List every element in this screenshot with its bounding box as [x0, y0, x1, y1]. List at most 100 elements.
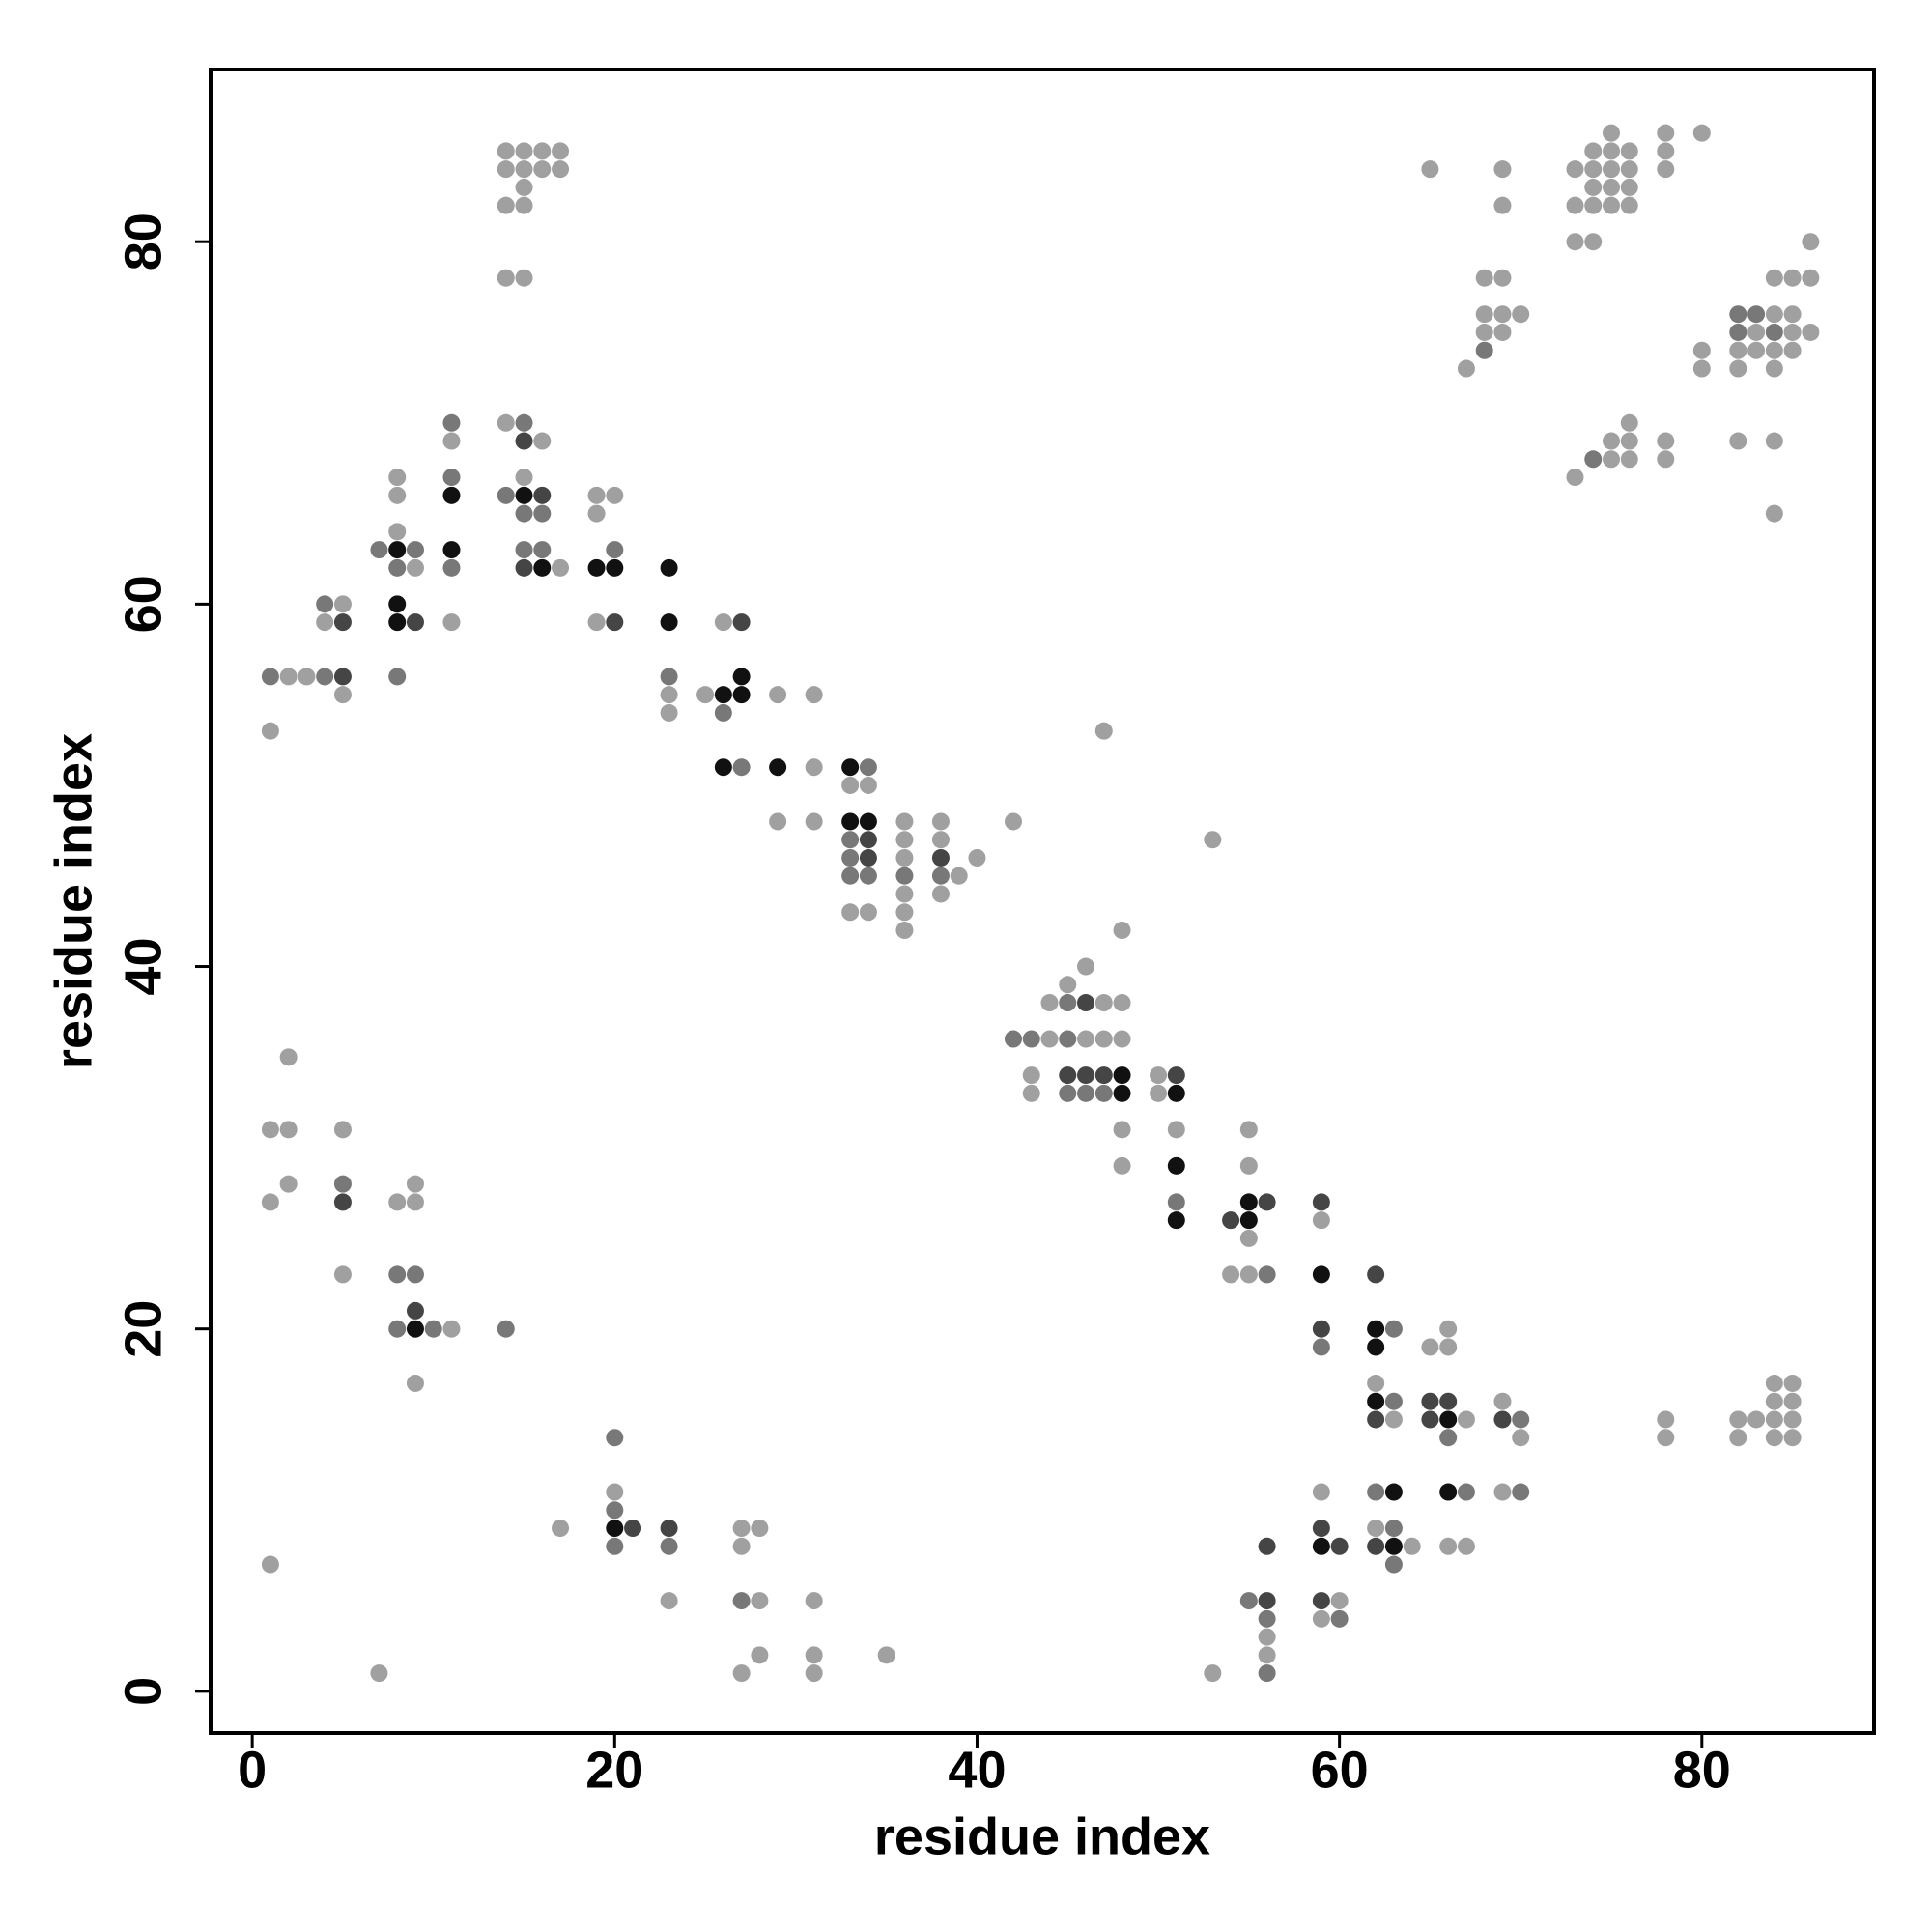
point: [1258, 1592, 1276, 1610]
point: [1167, 1193, 1185, 1211]
point: [316, 668, 334, 686]
point: [606, 541, 624, 559]
point: [1765, 432, 1783, 450]
point: [1493, 323, 1512, 341]
point: [859, 758, 877, 777]
point: [1765, 1392, 1783, 1410]
point: [1603, 160, 1621, 179]
point: [261, 1193, 279, 1211]
point: [388, 1320, 407, 1338]
point: [1747, 323, 1766, 341]
point: [1113, 922, 1131, 940]
point: [442, 469, 461, 487]
point: [1113, 994, 1131, 1012]
point: [1493, 1410, 1512, 1429]
point: [1765, 269, 1783, 287]
point: [1367, 1320, 1385, 1338]
point: [1312, 1537, 1330, 1555]
point: [1783, 1410, 1802, 1429]
point: [1167, 1156, 1185, 1175]
point: [1403, 1537, 1421, 1555]
point: [497, 486, 515, 504]
point: [1258, 1664, 1276, 1683]
point: [298, 668, 316, 686]
point: [388, 1265, 407, 1284]
point: [1439, 1483, 1458, 1501]
point: [859, 848, 877, 867]
point: [370, 1664, 388, 1683]
point: [1077, 1030, 1095, 1048]
point: [931, 812, 950, 831]
point: [1312, 1483, 1330, 1501]
point: [333, 1175, 352, 1193]
point: [859, 776, 877, 794]
point: [515, 160, 533, 179]
point: [1566, 233, 1584, 251]
point: [1493, 1392, 1512, 1410]
point: [1312, 1265, 1330, 1284]
point: [1113, 1121, 1131, 1139]
point: [1239, 1156, 1258, 1175]
point: [1022, 1066, 1040, 1085]
point: [388, 613, 407, 632]
point: [1765, 323, 1783, 341]
point: [1204, 831, 1222, 849]
point: [714, 686, 732, 704]
point: [606, 1537, 624, 1555]
point: [1421, 1410, 1439, 1429]
point: [1747, 1410, 1766, 1429]
point: [606, 558, 624, 577]
point: [751, 1592, 769, 1610]
point: [1493, 305, 1512, 324]
point: [1512, 1410, 1530, 1429]
point: [950, 867, 968, 885]
point: [1113, 1156, 1131, 1175]
point: [1312, 1338, 1330, 1356]
point: [859, 903, 877, 922]
point: [1421, 1338, 1439, 1356]
point: [859, 812, 877, 831]
point: [1765, 1410, 1783, 1429]
point: [1258, 1609, 1276, 1628]
point: [1692, 124, 1711, 142]
point: [895, 922, 914, 940]
point: [1258, 1646, 1276, 1664]
point: [1493, 269, 1512, 287]
point: [877, 1646, 895, 1664]
point: [1367, 1265, 1385, 1284]
point: [1783, 1374, 1802, 1392]
point: [1729, 305, 1747, 324]
point: [515, 142, 533, 160]
point: [1040, 1030, 1059, 1048]
point: [1765, 504, 1783, 523]
point: [1584, 450, 1603, 469]
point: [533, 486, 552, 504]
point: [1475, 323, 1493, 341]
point: [1603, 450, 1621, 469]
point: [1367, 1392, 1385, 1410]
point: [1059, 994, 1077, 1012]
point: [406, 1265, 424, 1284]
point: [1475, 305, 1493, 324]
point: [1620, 432, 1638, 450]
point: [1457, 1483, 1475, 1501]
point: [1239, 1592, 1258, 1610]
point: [587, 613, 606, 632]
point: [1094, 1030, 1113, 1048]
point: [1475, 341, 1493, 359]
point: [533, 160, 552, 179]
point: [660, 1537, 678, 1555]
point: [1439, 1537, 1458, 1555]
point: [732, 1664, 751, 1683]
point: [1150, 1084, 1168, 1102]
plot-frame: [209, 68, 1876, 1735]
point: [931, 885, 950, 903]
point: [1222, 1211, 1240, 1230]
point: [732, 1520, 751, 1538]
point: [805, 1664, 823, 1683]
point: [1384, 1392, 1403, 1410]
point: [1457, 1410, 1475, 1429]
point: [1657, 1429, 1675, 1447]
point: [1239, 1193, 1258, 1211]
